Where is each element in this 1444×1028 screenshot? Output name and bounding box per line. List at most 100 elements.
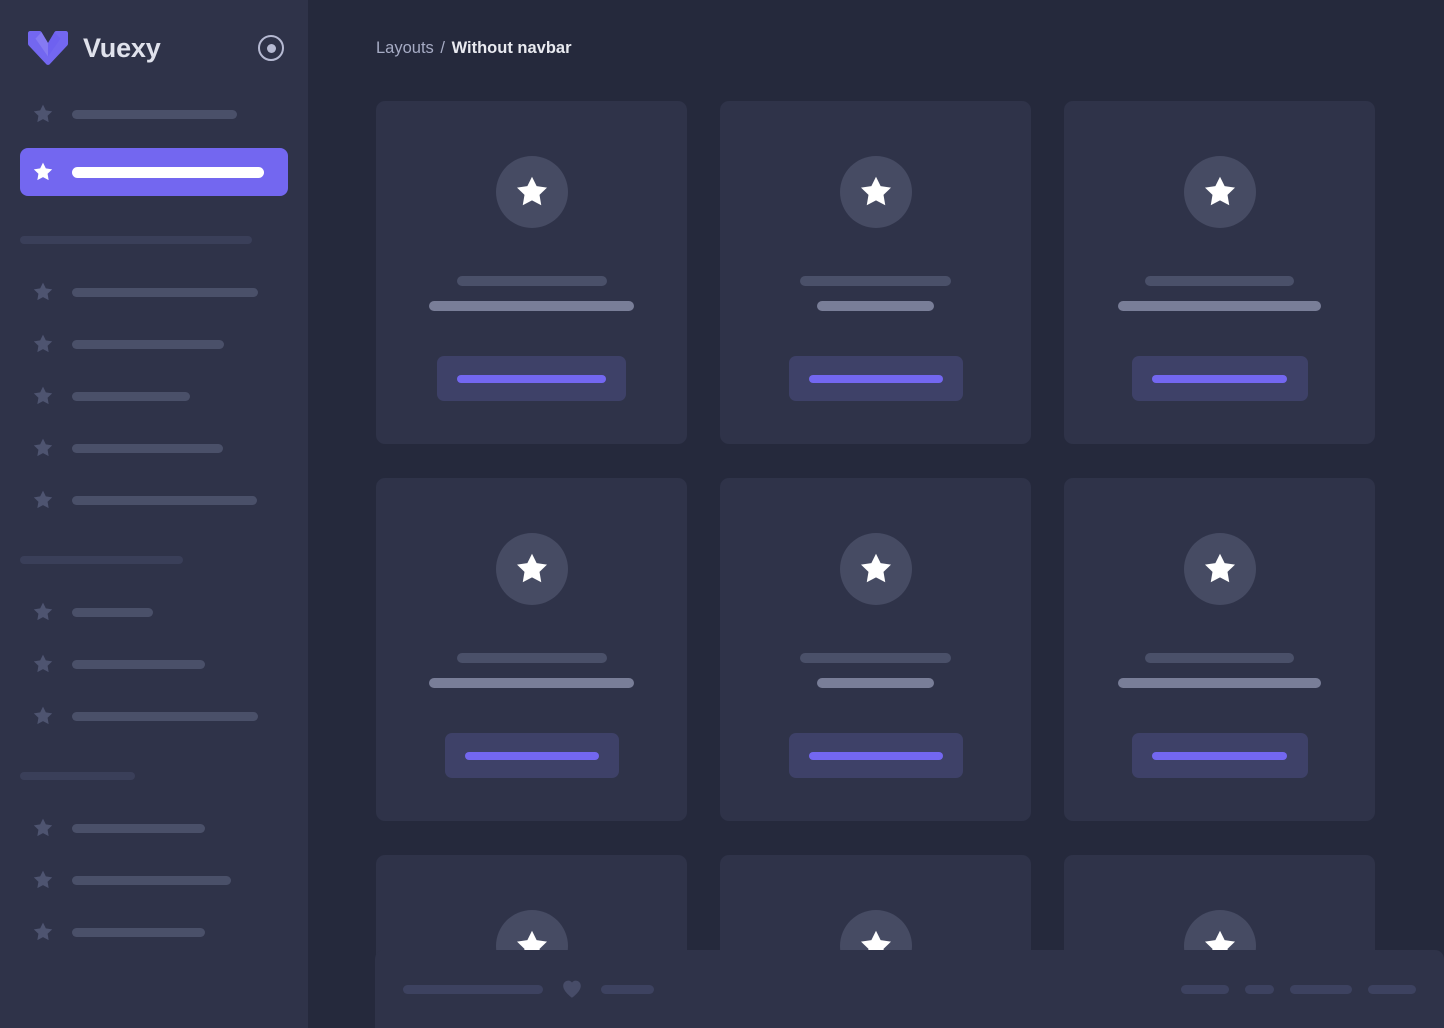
main-content: Layouts / Without navbar: [308, 0, 1444, 1028]
star-icon: [33, 386, 53, 405]
footer-link-placeholder[interactable]: [1368, 984, 1416, 994]
card-subtitle-placeholder: [817, 678, 934, 688]
content-card[interactable]: [376, 478, 687, 821]
card-title-placeholder: [1145, 653, 1294, 663]
content-card[interactable]: [376, 101, 687, 444]
sidebar-header: Vuexy: [0, 0, 308, 96]
brand-name: Vuexy: [83, 32, 161, 63]
card-grid: [376, 101, 1444, 1028]
brand[interactable]: Vuexy: [28, 31, 258, 65]
breadcrumb-current: Without navbar: [451, 39, 572, 57]
sidebar-section-divider: [20, 772, 135, 780]
sidebar-nav-group: [0, 214, 308, 518]
sidebar-item[interactable]: [20, 326, 288, 362]
card-subtitle-placeholder: [429, 678, 634, 688]
card-action-button[interactable]: [1131, 356, 1308, 401]
card-action-button-label-placeholder: [1152, 374, 1287, 383]
card-action-button-label-placeholder: [1152, 751, 1287, 760]
sidebar-item-label-placeholder: [72, 109, 237, 119]
sidebar-item[interactable]: [20, 914, 288, 950]
sidebar-group-spacer: [20, 214, 288, 236]
footer-right-group: [1181, 984, 1416, 994]
sidebar-item-label-placeholder: [72, 166, 264, 178]
star-icon: [33, 438, 53, 457]
card-action-button[interactable]: [788, 356, 963, 401]
sidebar-item-active[interactable]: [20, 148, 288, 196]
sidebar-item-label-placeholder: [72, 443, 223, 453]
card-avatar: [839, 156, 912, 228]
sidebar-item-label-placeholder: [72, 607, 153, 617]
sidebar-item[interactable]: [20, 810, 288, 846]
breadcrumb-parent[interactable]: Layouts: [376, 39, 434, 57]
star-icon: [516, 176, 547, 206]
star-icon: [33, 870, 53, 889]
card-action-button[interactable]: [444, 733, 619, 778]
card-text-placeholders: [720, 653, 1031, 688]
sidebar-nav: [0, 96, 308, 950]
content-card[interactable]: [1064, 101, 1375, 444]
star-icon: [860, 176, 891, 206]
content-card[interactable]: [1064, 478, 1375, 821]
card-title-placeholder: [800, 653, 951, 663]
sidebar-section-divider: [20, 556, 183, 564]
footer-placeholder-bar-1: [403, 984, 543, 994]
sidebar-section-divider: [20, 236, 252, 244]
card-text-placeholders: [1064, 653, 1375, 688]
card-subtitle-placeholder: [817, 301, 934, 311]
card-title-placeholder: [456, 653, 607, 663]
sidebar-group-spacer: [20, 534, 288, 556]
card-text-placeholders: [376, 653, 687, 688]
sidebar-item-label-placeholder: [72, 823, 205, 833]
sidebar-group-spacer: [20, 750, 288, 772]
star-icon: [33, 162, 53, 181]
star-icon: [33, 282, 53, 301]
footer: [375, 950, 1444, 1028]
card-action-button[interactable]: [788, 733, 963, 778]
sidebar-item[interactable]: [20, 430, 288, 466]
content-card[interactable]: [720, 478, 1031, 821]
sidebar: Vuexy: [0, 0, 308, 1028]
card-title-placeholder: [1145, 276, 1294, 286]
footer-link-placeholder[interactable]: [1290, 984, 1352, 994]
star-icon: [1204, 553, 1235, 583]
sidebar-item[interactable]: [20, 274, 288, 310]
sidebar-item-label-placeholder: [72, 711, 258, 721]
sidebar-item[interactable]: [20, 862, 288, 898]
content-card[interactable]: [720, 101, 1031, 444]
footer-placeholder-bar-2: [601, 984, 654, 994]
card-action-button[interactable]: [437, 356, 626, 401]
card-subtitle-placeholder: [1118, 301, 1321, 311]
card-action-button-label-placeholder: [808, 751, 943, 760]
sidebar-item[interactable]: [20, 96, 288, 132]
card-action-button-label-placeholder: [464, 751, 599, 760]
star-icon: [33, 104, 53, 123]
star-icon: [33, 334, 53, 353]
star-icon: [33, 490, 53, 509]
card-avatar: [1183, 533, 1256, 605]
card-text-placeholders: [1064, 276, 1375, 311]
breadcrumb: Layouts / Without navbar: [308, 0, 1444, 60]
card-avatar: [839, 533, 912, 605]
card-avatar: [1183, 156, 1256, 228]
sidebar-item[interactable]: [20, 594, 288, 630]
sidebar-item[interactable]: [20, 482, 288, 518]
sidebar-item-label-placeholder: [72, 659, 205, 669]
sidebar-item[interactable]: [20, 646, 288, 682]
star-icon: [516, 553, 547, 583]
breadcrumb-separator: /: [440, 39, 445, 57]
star-icon: [33, 602, 53, 621]
star-icon: [33, 818, 53, 837]
card-subtitle-placeholder: [1118, 678, 1321, 688]
card-action-button[interactable]: [1131, 733, 1308, 778]
sidebar-item-label-placeholder: [72, 287, 258, 297]
sidebar-item[interactable]: [20, 698, 288, 734]
sidebar-collapse-toggle-icon[interactable]: [258, 35, 284, 61]
card-avatar: [495, 533, 568, 605]
sidebar-item[interactable]: [20, 378, 288, 414]
star-icon: [33, 654, 53, 673]
sidebar-item-label-placeholder: [72, 391, 190, 401]
footer-link-placeholder[interactable]: [1181, 984, 1229, 994]
footer-link-placeholder[interactable]: [1245, 984, 1274, 994]
sidebar-item-label-placeholder: [72, 495, 257, 505]
